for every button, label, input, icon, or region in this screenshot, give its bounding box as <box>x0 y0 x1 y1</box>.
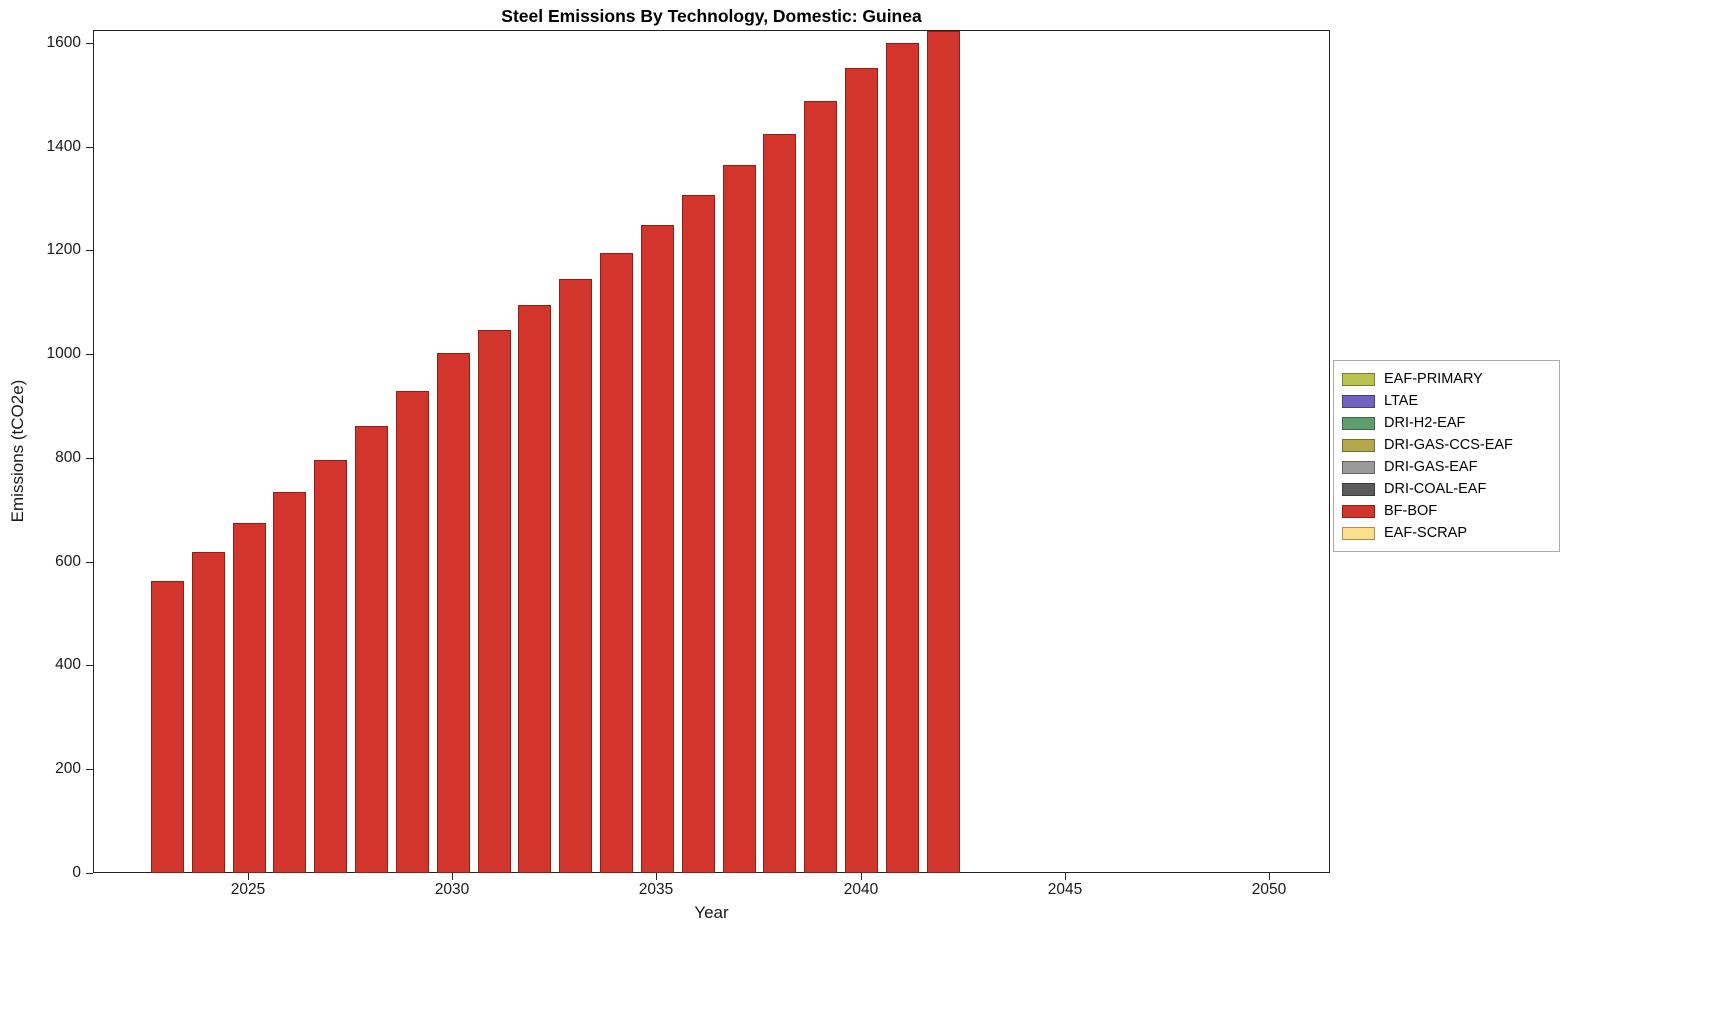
y-tick-mark <box>86 665 93 666</box>
y-tick-label: 1200 <box>46 241 81 258</box>
chart-title: Steel Emissions By Technology, Domestic:… <box>501 6 922 26</box>
legend-label-dri-gas-ccs-eaf: DRI-GAS-CCS-EAF <box>1384 437 1513 453</box>
x-tick-mark <box>1065 873 1066 880</box>
y-tick-mark <box>86 873 93 874</box>
legend-label-bf-bof: BF-BOF <box>1384 503 1438 519</box>
legend-item-eaf-primary: EAF-PRIMARY <box>1342 368 1551 390</box>
legend-swatch-eaf-scrap <box>1342 526 1375 540</box>
y-tick-label: 1400 <box>46 138 81 155</box>
bar-bf-bof-2026 <box>273 492 306 873</box>
legend-swatch-dri-h2-eaf <box>1342 416 1375 430</box>
legend-item-dri-coal-eaf: DRI-COAL-EAF <box>1342 478 1551 500</box>
bar-bf-bof-2036 <box>682 195 715 873</box>
legend-swatch-dri-gas-eaf <box>1342 460 1375 474</box>
legend-item-bf-bof: BF-BOF <box>1342 500 1551 522</box>
legend: EAF-PRIMARY LTAE DRI-H2-EAF DRI-GAS-CCS-EAF… <box>1333 360 1560 552</box>
bar-bf-bof-2027 <box>314 460 347 873</box>
legend-item-ltae: LTAE <box>1342 390 1551 412</box>
y-tick-mark <box>86 354 93 355</box>
bar-bf-bof-2033 <box>559 279 592 873</box>
bar-bf-bof-2032 <box>518 305 551 873</box>
legend-item-dri-gas-eaf: DRI-GAS-EAF <box>1342 456 1551 478</box>
legend-swatch-dri-coal-eaf <box>1342 482 1375 496</box>
bar-bf-bof-2023 <box>151 581 184 873</box>
bar-bf-bof-2040 <box>845 68 878 873</box>
legend-swatch-ltae <box>1342 394 1375 408</box>
x-tick-mark <box>861 873 862 880</box>
legend-label-eaf-primary: EAF-PRIMARY <box>1384 371 1483 387</box>
x-axis-label: Year <box>694 903 729 922</box>
y-tick-mark <box>86 250 93 251</box>
legend-swatch-eaf-primary <box>1342 372 1375 386</box>
legend-label-dri-coal-eaf: DRI-COAL-EAF <box>1384 481 1487 497</box>
y-tick-label: 1600 <box>46 34 81 51</box>
bar-bf-bof-2037 <box>723 165 756 873</box>
x-tick-mark <box>452 873 453 880</box>
legend-swatch-dri-gas-ccs-eaf <box>1342 438 1375 452</box>
x-tick-label: 2050 <box>1251 881 1287 898</box>
x-tick-label: 2030 <box>434 881 470 898</box>
x-tick-label: 2025 <box>230 881 266 898</box>
bar-bf-bof-2039 <box>804 101 837 873</box>
y-axis-label: Emissions (tCO2e) <box>8 379 27 523</box>
bar-bf-bof-2042 <box>927 31 960 873</box>
legend-item-dri-gas-ccs-eaf: DRI-GAS-CCS-EAF <box>1342 434 1551 456</box>
bar-bf-bof-2030 <box>437 353 470 873</box>
y-tick-mark <box>86 43 93 44</box>
legend-label-dri-gas-eaf: DRI-GAS-EAF <box>1384 459 1478 475</box>
y-tick-label: 0 <box>72 864 81 881</box>
x-tick-label: 2045 <box>1047 881 1083 898</box>
x-tick-mark <box>656 873 657 880</box>
y-tick-mark <box>86 562 93 563</box>
legend-label-eaf-scrap: EAF-SCRAP <box>1384 525 1467 541</box>
y-tick-label: 600 <box>55 553 81 570</box>
y-tick-label: 800 <box>55 449 81 466</box>
y-tick-mark <box>86 147 93 148</box>
plot-area <box>93 30 1330 873</box>
bar-bf-bof-2038 <box>763 134 796 873</box>
legend-label-ltae: LTAE <box>1384 393 1419 409</box>
x-tick-mark <box>248 873 249 880</box>
legend-label-dri-h2-eaf: DRI-H2-EAF <box>1384 415 1466 431</box>
legend-item-dri-h2-eaf: DRI-H2-EAF <box>1342 412 1551 434</box>
x-tick-mark <box>1269 873 1270 880</box>
bar-bf-bof-2024 <box>192 552 225 873</box>
y-tick-label: 400 <box>55 656 81 673</box>
bar-bf-bof-2035 <box>641 225 674 873</box>
x-tick-label: 2040 <box>843 881 879 898</box>
bar-bf-bof-2041 <box>886 43 919 873</box>
legend-swatch-bf-bof <box>1342 504 1375 518</box>
bar-bf-bof-2034 <box>600 253 633 873</box>
y-tick-mark <box>86 769 93 770</box>
x-tick-label: 2035 <box>638 881 674 898</box>
legend-item-eaf-scrap: EAF-SCRAP <box>1342 522 1551 544</box>
bar-bf-bof-2031 <box>478 330 511 873</box>
y-tick-label: 200 <box>55 760 81 777</box>
bar-bf-bof-2029 <box>396 391 429 873</box>
y-tick-mark <box>86 458 93 459</box>
bar-bf-bof-2025 <box>233 523 266 873</box>
y-tick-label: 1000 <box>46 345 81 362</box>
bar-bf-bof-2028 <box>355 426 388 873</box>
